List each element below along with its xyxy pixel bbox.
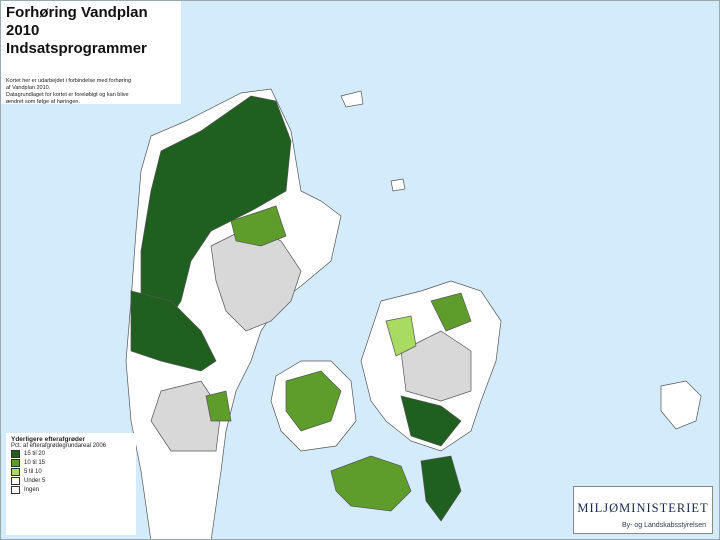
region [430,292,472,332]
legend: Yderligere efterafgrøder Pct. af efteraf… [6,433,136,535]
region [420,455,462,522]
region [340,90,364,108]
legend-swatch [11,458,20,467]
region [400,395,462,447]
legend-label: 15 til 20 [24,450,46,457]
legend-swatch [11,449,20,458]
legend-swatch [11,467,20,476]
note-line: Datagrundlaget for kortet er foreløbigt … [6,92,129,98]
legend-label: 5 til 10 [24,468,42,475]
legend-item: Under 5 [11,476,131,485]
legend-items: 15 til 20 10 til 15 5 til 10 Under 5 Ingen [11,449,131,494]
region [385,315,417,357]
region [660,380,702,430]
legend-label: 10 til 15 [24,459,46,466]
note-line: ændret som følge af høringen. [6,99,80,105]
legend-swatch [11,476,20,485]
region [390,178,406,192]
legend-item: Ingen [11,485,131,494]
subtitle: Indsatsprogrammer [6,40,147,57]
legend-swatch [11,485,20,494]
region [330,455,412,512]
legend-item: 5 til 10 [11,467,131,476]
region [230,205,287,247]
note-line: Kortet her er udarbejdet i forbindelse m… [6,78,132,84]
legend-label: Ingen [24,486,40,493]
note: Kortet her er udarbejdet i forbindelse m… [6,78,181,106]
region [205,390,232,422]
region [285,370,342,432]
region-nodata [150,380,222,452]
region [140,95,292,332]
legend-item: 10 til 15 [11,458,131,467]
note-line: af Vandplan 2010. [6,85,51,91]
logo-agency: By- og Landskabsstyrelsen [621,522,706,529]
legend-title: Yderligere efterafgrøder [11,436,86,443]
region-nodata [400,330,472,402]
legend-subtitle: Pct. af efterafgrødegrundareal 2006 [11,443,107,449]
legend-label: Under 5 [24,477,46,484]
title-box: Forhøring Vandplan 2010 Indsatsprogramme… [1,1,181,106]
region [130,290,217,372]
legend-item: 15 til 20 [11,449,131,458]
logo-name: MILJØMINISTERIET [577,501,709,515]
logo: MILJØMINISTERIET By- og Landskabsstyrels… [573,486,713,534]
title: Forhøring Vandplan 2010 [6,4,148,39]
